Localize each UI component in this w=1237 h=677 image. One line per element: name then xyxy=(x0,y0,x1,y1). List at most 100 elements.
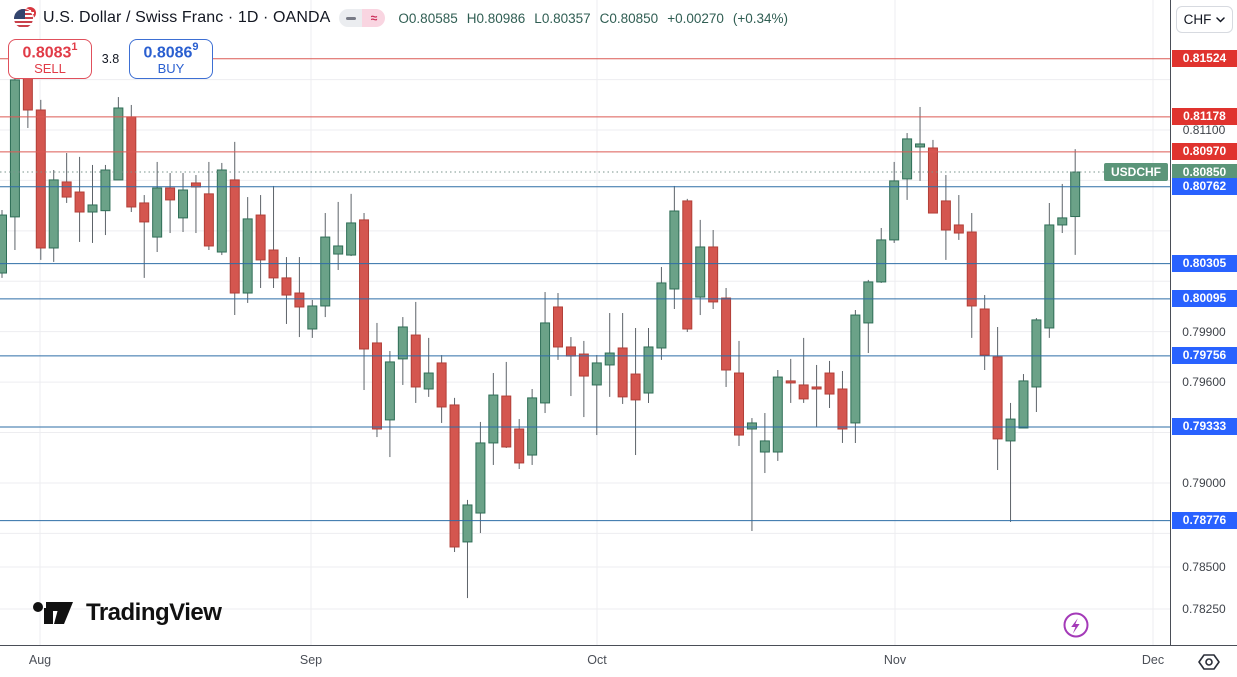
candle-up xyxy=(772,376,783,453)
ohlc-change-pct: (+0.34%) xyxy=(732,10,789,26)
approx-pill-icon[interactable]: ≈ xyxy=(362,9,386,27)
candle-up xyxy=(527,397,538,456)
candle-up xyxy=(889,180,900,241)
candle-up xyxy=(669,210,680,290)
price-level-badge-blue: 0.79333 xyxy=(1172,418,1237,436)
price-axis[interactable]: CHF 0.81100 0.79900 0.79600 0.79000 0.78500 0… xyxy=(1170,0,1237,645)
candle-down xyxy=(281,277,292,296)
price-axis-label: 0.78250 xyxy=(1182,601,1226,616)
time-axis-label: Aug xyxy=(28,653,52,667)
candle-up xyxy=(423,372,434,390)
candle-down xyxy=(708,246,719,303)
candle-down xyxy=(436,362,447,408)
candle-down xyxy=(501,395,512,448)
time-axis[interactable]: Aug Sep Oct Nov Dec xyxy=(0,645,1237,677)
candle-up xyxy=(9,79,20,218)
symbol-legend: U.S. Dollar / Swiss Franc · 1D · OANDA ≈… xyxy=(14,7,788,29)
candle-down xyxy=(449,404,460,548)
candle-up xyxy=(346,222,357,256)
candle-down xyxy=(565,346,576,357)
price-axis-label: 0.79600 xyxy=(1182,375,1226,390)
candle-down xyxy=(979,308,990,356)
candle-up xyxy=(604,352,615,366)
candle-down xyxy=(630,373,641,401)
price-axis-label: 0.81100 xyxy=(1182,123,1226,137)
currency-dropdown[interactable]: CHF xyxy=(1176,6,1233,33)
tradingview-mark-icon xyxy=(33,602,73,624)
lightning-icon[interactable] xyxy=(1062,611,1090,639)
candle-up xyxy=(915,143,926,148)
candle-up xyxy=(759,440,770,453)
candle-up xyxy=(152,187,163,238)
candle-up xyxy=(242,218,253,294)
candle-down xyxy=(734,372,745,436)
candle-down xyxy=(992,356,1003,440)
symbol-title[interactable]: U.S. Dollar / Swiss Franc · 1D · OANDA xyxy=(43,9,331,26)
tradingview-wordmark: TradingView xyxy=(86,599,222,626)
ohlc-close: C0.80850 xyxy=(599,10,659,26)
candle-up xyxy=(863,281,874,324)
candlestick-chart[interactable] xyxy=(0,0,1170,645)
candle-up xyxy=(656,282,667,349)
usd-chf-pair-flag-icon xyxy=(14,7,36,29)
time-axis-label: Nov xyxy=(883,653,907,667)
candle-down xyxy=(203,193,214,247)
spread-value: 3.8 xyxy=(92,51,129,67)
price-axis-label: 0.79000 xyxy=(1182,475,1226,490)
candle-down xyxy=(927,147,938,214)
candle-down xyxy=(126,116,137,208)
tradingview-logo[interactable]: TradingView xyxy=(33,599,222,627)
candle-up xyxy=(100,169,111,212)
candle-up xyxy=(178,189,189,219)
chart-pane[interactable]: U.S. Dollar / Swiss Franc · 1D · OANDA ≈… xyxy=(0,0,1170,645)
price-axis-label: 0.79900 xyxy=(1182,324,1226,339)
ohlc-open: O0.80585 xyxy=(398,10,458,26)
candle-up xyxy=(746,422,757,430)
candle-up xyxy=(488,394,499,444)
price-level-badge-blue: 0.80095 xyxy=(1172,290,1237,308)
candle-down xyxy=(578,353,589,377)
trade-panel: 0.80831 SELL 3.8 0.80869 BUY xyxy=(8,39,213,79)
time-axis-label: Sep xyxy=(299,653,323,667)
candle-down xyxy=(966,231,977,307)
price-level-badge-blue: 0.78776 xyxy=(1172,512,1237,530)
candle-up xyxy=(1018,380,1029,429)
candle-up xyxy=(695,246,706,298)
candle-down xyxy=(953,224,964,234)
candle-down xyxy=(371,342,382,430)
candle-down xyxy=(940,200,951,231)
price-level-badge-blue: 0.80762 xyxy=(1172,178,1237,196)
candle-up xyxy=(1070,171,1081,218)
candle-down xyxy=(165,187,176,201)
candle-down xyxy=(552,306,563,348)
candle-down xyxy=(682,200,693,330)
candle-down xyxy=(35,109,46,249)
price-level-badge-blue: 0.80305 xyxy=(1172,255,1237,273)
candle-up xyxy=(475,442,486,514)
candle-down xyxy=(824,372,835,395)
candle-up xyxy=(1005,418,1016,442)
candle-down xyxy=(785,380,796,384)
buy-button[interactable]: 0.80869 BUY xyxy=(129,39,213,79)
ohlc-change: +0.00270 xyxy=(667,10,724,26)
sell-price: 0.80831 xyxy=(22,40,78,61)
candle-down xyxy=(229,179,240,294)
candle-up xyxy=(320,236,331,307)
candle-down xyxy=(74,191,85,213)
candle-up xyxy=(540,322,551,404)
minus-pill-icon[interactable] xyxy=(339,9,363,27)
candle-up xyxy=(384,361,395,421)
candle-down xyxy=(837,388,848,430)
candle-down xyxy=(514,428,525,464)
price-level-badge-red: 0.81178 xyxy=(1172,108,1237,126)
candle-down xyxy=(721,297,732,371)
ohlc-legend: O0.80585 H0.80986 L0.80357 C0.80850 +0.0… xyxy=(398,11,788,26)
sell-button[interactable]: 0.80831 SELL xyxy=(8,39,92,79)
legend-source-toggle[interactable]: ≈ xyxy=(339,9,386,27)
time-axis-label: Oct xyxy=(587,653,607,667)
candle-down xyxy=(139,202,150,223)
price-scale-settings-icon[interactable] xyxy=(1198,651,1220,673)
symbol-price-line-badge[interactable]: USDCHF xyxy=(1104,163,1168,182)
candle-down xyxy=(811,386,822,390)
